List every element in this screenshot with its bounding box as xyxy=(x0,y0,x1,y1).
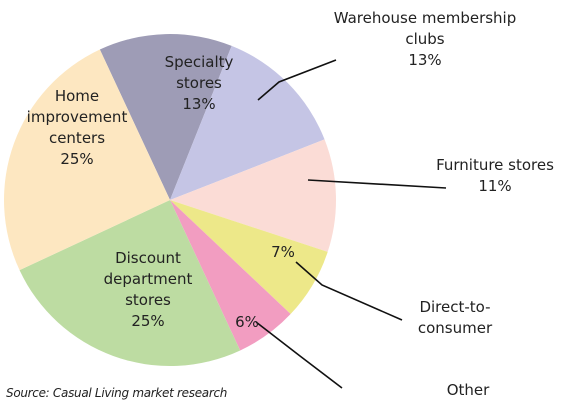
value-label: 7% xyxy=(271,243,295,261)
pie-slice xyxy=(3,49,170,271)
pie-slice xyxy=(170,45,325,200)
value-label: 13% xyxy=(408,51,442,69)
leader-line xyxy=(295,261,403,321)
slice-label: Warehouse membership clubs 13% xyxy=(325,8,525,71)
leader-line xyxy=(307,179,447,189)
leader-line xyxy=(257,59,337,101)
slice-label: Other xyxy=(418,380,518,401)
slice-label: Furniture stores 11% xyxy=(405,155,574,197)
category-label: Home improvement centers xyxy=(26,87,128,147)
category-label: Specialty stores xyxy=(164,53,234,92)
pie-slice xyxy=(170,200,328,315)
leader-line xyxy=(255,321,343,389)
slice-label: Home improvement centers 25% xyxy=(17,86,137,170)
pie-slice xyxy=(99,34,232,201)
value-label: 6% xyxy=(235,313,259,331)
category-label: Discount department stores xyxy=(103,249,193,309)
value-label: 11% xyxy=(478,177,512,195)
slice-label: Direct-to-consumer xyxy=(405,297,505,339)
pie-slice xyxy=(170,200,291,351)
value-label: 25% xyxy=(131,312,165,330)
pie-slice xyxy=(170,139,336,252)
value-label: 13% xyxy=(182,95,216,113)
slice-label: Specialty stores 13% xyxy=(153,52,245,115)
category-label: Warehouse membership clubs xyxy=(333,9,517,48)
slice-label: Discount department stores 25% xyxy=(83,248,213,332)
value-label: 25% xyxy=(60,150,94,168)
category-label: Furniture stores xyxy=(436,156,554,174)
category-label: Direct-to-consumer xyxy=(417,298,493,337)
category-label: Other xyxy=(446,381,490,399)
value-label-box: 6% xyxy=(226,312,268,333)
value-label-box: 7% xyxy=(262,242,304,263)
source-note: Source: Casual Living market research xyxy=(6,386,228,400)
pie-slice xyxy=(19,200,241,366)
